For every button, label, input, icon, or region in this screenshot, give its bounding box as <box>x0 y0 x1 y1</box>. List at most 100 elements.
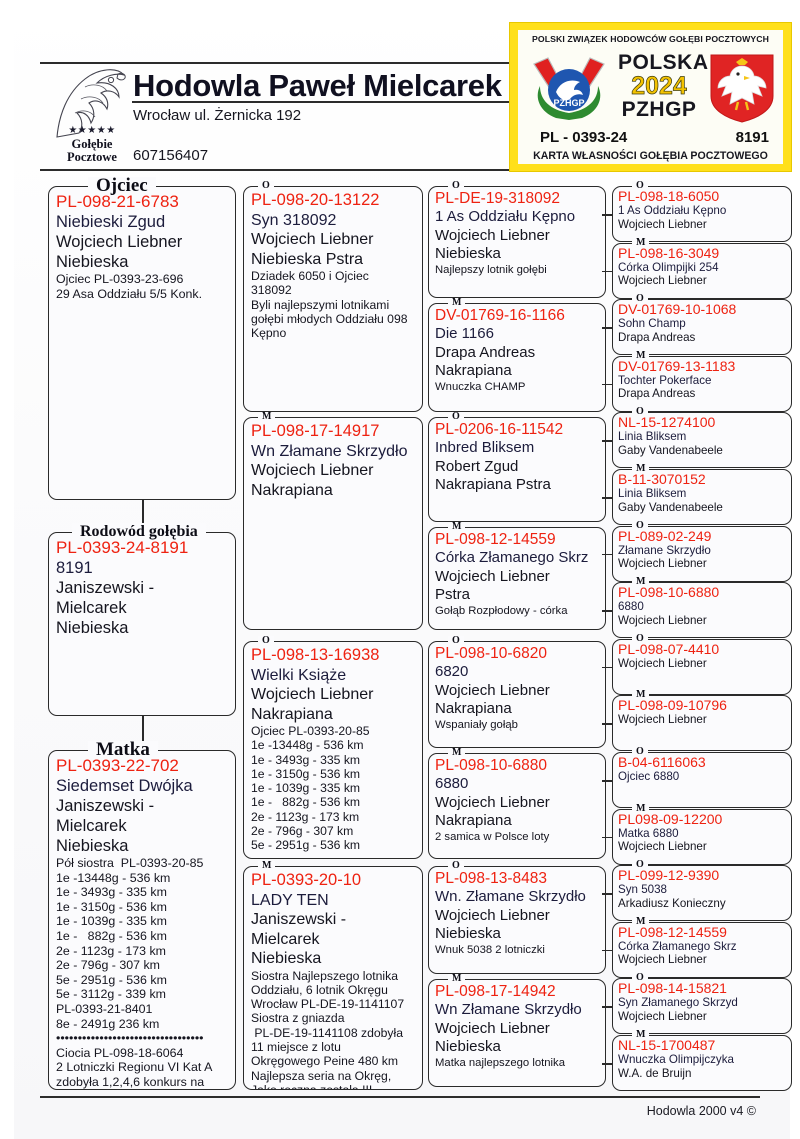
ancestor-5-owner: Gaby Vandenabeele <box>618 443 723 457</box>
greatgrandparent-8-name: Wn Złamane Skrzydło <box>435 1001 582 1019</box>
box-ancestor-3[interactable]: DV-01769-10-1068 Sohn Champ Drapa Andreas <box>612 299 792 356</box>
box-ancestor-6[interactable]: B-11-3070152 Linia Bliksem Gaby Vandenabee… <box>612 469 792 525</box>
box-grandparent-1[interactable]: PL-098-20-13122 Syn 318092 Wojciech Lieb… <box>243 186 423 412</box>
grandparent-1-owner: Wojciech Liebner <box>251 231 374 248</box>
caption-ancestor-7-sex: O <box>632 520 648 530</box>
ancestor-2-name: Córka Olimpijki 254 <box>618 260 719 274</box>
box-ancestor-15[interactable]: PL-098-14-15821 Syn Złamanego Skrzyd Wojci… <box>612 978 792 1035</box>
greatgrandparent-5-color: Nakrapiana <box>435 700 512 718</box>
greatgrandparent-1-name: 1 As Oddziału Kępno <box>435 208 576 226</box>
box-greatgrandparent-5[interactable]: PL-098-10-6820 6820 Wojciech Liebner Nak… <box>428 641 606 748</box>
grandparent-4-ring: PL-0393-20-10 <box>251 871 362 889</box>
greatgrandparent-4-notes: Gołąb Rozpłodowy - córka <box>435 604 568 617</box>
box-subject[interactable]: PL-0393-24-8191 8191 Janiszewski - Mielc… <box>48 532 236 716</box>
father-owner: Wojciech Liebner <box>56 233 183 251</box>
greatgrandparent-7-notes: Wnuk 5038 2 lotniczki <box>435 943 545 956</box>
box-ancestor-7[interactable]: PL-089-02-249 Złamane Skrzydło Wojciech Li… <box>612 525 792 582</box>
greatgrandparent-6-color: Nakrapiana <box>435 812 512 830</box>
grandparent-1-name: Syn 318092 <box>251 211 337 229</box>
five-stars-icon: ★★★★★ <box>68 125 116 136</box>
greatgrandparent-2-color: Nakrapiana <box>435 362 512 380</box>
greatgrandparent-1-ring: PL-DE-19-318092 <box>435 190 560 207</box>
box-greatgrandparent-8[interactable]: PL-098-17-14942 Wn Złamane Skrzydło Wojc… <box>428 979 606 1087</box>
ancestor-3-owner: Drapa Andreas <box>618 330 696 344</box>
box-greatgrandparent-3[interactable]: PL-0206-16-11542 Inbred Bliksem Robert Z… <box>428 417 606 522</box>
box-ancestor-8[interactable]: PL-098-10-6880 6880 Wojciech Liebner <box>612 582 792 639</box>
caption-ancestor-10-sex: M <box>632 690 650 700</box>
box-ancestor-11[interactable]: B-04-6116063 Ojciec 6880 <box>612 752 792 808</box>
ancestor-1-ring: PL-098-18-6050 <box>618 188 720 204</box>
box-greatgrandparent-4[interactable]: PL-098-12-14559 Córka Złamanego Skrz Woj… <box>428 527 606 630</box>
caption-ancestor-4-sex: M <box>632 350 650 360</box>
caption-grandparent-3-sex: O <box>258 636 274 646</box>
logo-text-line1: Gołębie <box>71 137 113 151</box>
ancestor-8-owner: Wojciech Liebner <box>618 613 707 627</box>
ancestor-3-ring: DV-01769-10-1068 <box>618 301 737 318</box>
badge-association-title: POLSKI ZWIĄZEK HODOWCÓW GOŁĘBI POCZTOWYC… <box>531 34 770 44</box>
caption-grandparent-1-sex: O <box>258 181 274 191</box>
grandparent-1-ring: PL-098-20-13122 <box>251 191 380 209</box>
caption-ancestor-2-sex: M <box>632 237 650 247</box>
farm-phone: 607156407 <box>133 147 209 164</box>
ancestor-10-ring: PL-098-09-10796 <box>618 697 727 714</box>
ancestor-7-name: Złamane Skrzydło <box>618 543 711 557</box>
caption-greatgrandparent-1-sex: O <box>448 181 464 191</box>
badge-bird-number: 8191 <box>735 129 769 146</box>
box-ancestor-10[interactable]: PL-098-09-10796 Wojciech Liebner <box>612 695 792 752</box>
box-greatgrandparent-2[interactable]: DV-01769-16-1166 Die 1166 Drapa Andreas … <box>428 303 606 412</box>
father-ring: PL-098-21-6783 <box>56 192 179 211</box>
ancestor-3-name: Sohn Champ <box>618 317 686 331</box>
polish-eagle-coat-of-arms-icon <box>708 52 776 124</box>
box-mother[interactable]: PL-0393-22-702 Siedemset Dwójka Janiszew… <box>48 750 236 1090</box>
ancestor-6-name: Linia Bliksem <box>618 487 687 500</box>
box-greatgrandparent-1[interactable]: PL-DE-19-318092 1 As Oddziału Kępno Wojc… <box>428 186 606 298</box>
caption-ancestor-5-sex: O <box>632 407 648 417</box>
subject-owner: Janiszewski - Mielcarek <box>56 579 155 617</box>
box-ancestor-4[interactable]: DV-01769-13-1183 Tochter Pokerface Drapa A… <box>612 355 792 412</box>
connector-ancestor-16 <box>602 1063 612 1065</box>
box-greatgrandparent-7[interactable]: PL-098-13-8483 Wn. Złamane Skrzydło Wojc… <box>428 866 606 974</box>
box-ancestor-14[interactable]: PL-098-12-14559 Córka Złamanego Skrz Wojci… <box>612 921 792 978</box>
father-name: Niebieski Zgud <box>56 213 166 231</box>
ancestor-15-owner: Wojciech Liebner <box>618 1009 707 1023</box>
ancestor-9-owner: Wojciech Liebner <box>618 656 707 670</box>
box-ancestor-12[interactable]: PL098-09-12200 Matka 6880 Wojciech Liebner <box>612 808 792 865</box>
ancestor-1-name: 1 As Oddziału Kępno <box>618 204 727 217</box>
box-ancestor-1[interactable]: PL-098-18-6050 1 As Oddziału Kępno Wojciec… <box>612 186 792 242</box>
connector-ancestor-6 <box>602 497 612 499</box>
badge-union-code: PL - 0393-24 <box>540 129 628 146</box>
greatgrandparent-5-name: 6820 <box>435 663 469 681</box>
box-ancestor-9[interactable]: PL-098-07-4410 Wojciech Liebner <box>612 638 792 695</box>
box-ancestor-5[interactable]: NL-15-1274100 Linia Bliksem Gaby Vandenabe… <box>612 412 792 469</box>
box-grandparent-2[interactable]: PL-098-17-14917 Wn Złamane Skrzydło Wojc… <box>243 417 423 630</box>
greatgrandparent-8-color: Niebieska <box>435 1038 501 1056</box>
ancestor-12-name: Matka 6880 <box>618 826 679 840</box>
subject-name: 8191 <box>56 559 93 577</box>
box-ancestor-13[interactable]: PL-099-12-9390 Syn 5038 Arkadiusz Konieczn… <box>612 865 792 922</box>
caption-grandparent-4-sex: M <box>258 861 276 871</box>
ancestor-13-name: Syn 5038 <box>618 883 667 897</box>
ancestor-11-name: Ojciec 6880 <box>618 770 680 783</box>
box-grandparent-3[interactable]: PL-098-13-16938 Wielki Książe Wojciech L… <box>243 641 423 859</box>
box-greatgrandparent-6[interactable]: PL-098-10-6880 6880 Wojciech Liebner Nak… <box>428 753 606 859</box>
connector-ancestor-9 <box>602 666 612 669</box>
mother-ring: PL-0393-22-702 <box>56 756 179 775</box>
box-ancestor-16[interactable]: NL-15-1700487 Wnuczka Olimpijczyka W.A. de… <box>612 1035 792 1091</box>
greatgrandparent-5-owner: Wojciech Liebner <box>435 681 550 699</box>
greatgrandparent-3-owner: Robert Zgud <box>435 457 519 475</box>
caption-ancestor-6-sex: M <box>632 464 650 474</box>
box-grandparent-4[interactable]: PL-0393-20-10 LADY TEN Janiszewski - Mie… <box>243 866 423 1090</box>
greatgrandparent-7-name: Wn. Złamane Skrzydło <box>435 888 586 906</box>
ancestor-16-ring: NL-15-1700487 <box>618 1037 716 1053</box>
ancestor-9-ring: PL-098-07-4410 <box>618 640 720 657</box>
greatgrandparent-6-notes: 2 samica w Polsce loty <box>435 830 550 843</box>
caption-mother: Matka <box>88 740 158 759</box>
caption-greatgrandparent-5-sex: O <box>448 636 464 646</box>
pzhgp-ownership-badge: POLSKI ZWIĄZEK HODOWCÓW GOŁĘBI POCZTOWYC… <box>509 22 792 172</box>
badge-country: POLSKA <box>618 51 709 74</box>
logo-text-line2: Pocztowe <box>67 150 117 164</box>
footer-rule <box>40 1096 760 1098</box>
box-father[interactable]: PL-098-21-6783 Niebieski Zgud Wojciech L… <box>48 186 236 500</box>
box-ancestor-2[interactable]: PL-098-16-3049 Córka Olimpijki 254 Wojciec… <box>612 242 792 299</box>
connector-ancestor-5 <box>602 440 612 442</box>
